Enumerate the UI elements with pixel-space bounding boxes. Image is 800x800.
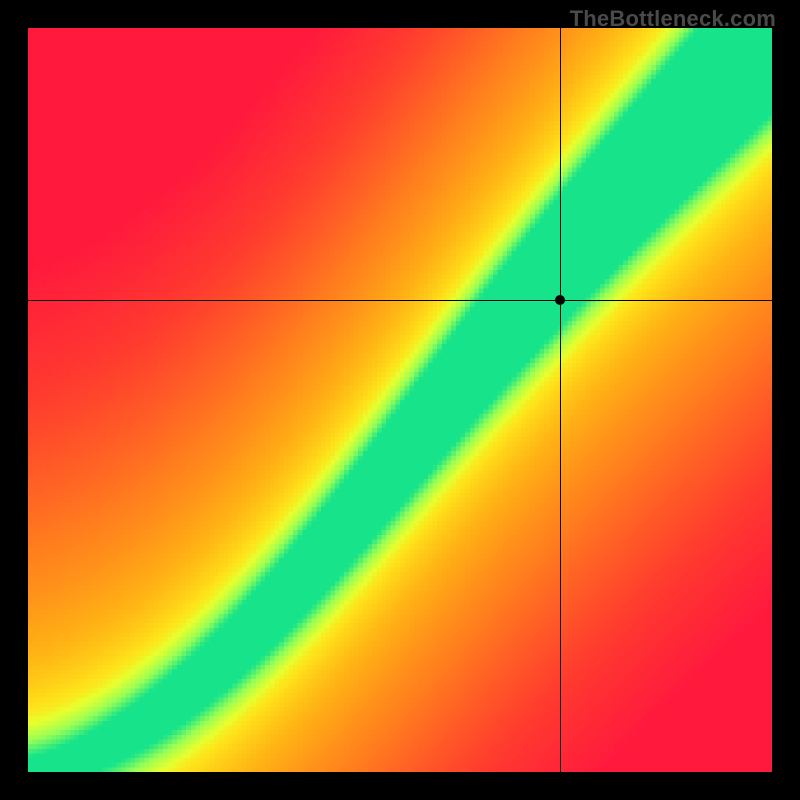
watermark-text: TheBottleneck.com xyxy=(570,6,776,32)
crosshair-horizontal xyxy=(28,300,772,301)
marker-dot xyxy=(555,295,565,305)
plot-area xyxy=(28,28,772,772)
crosshair-vertical xyxy=(560,28,561,772)
heatmap-canvas xyxy=(28,28,772,772)
